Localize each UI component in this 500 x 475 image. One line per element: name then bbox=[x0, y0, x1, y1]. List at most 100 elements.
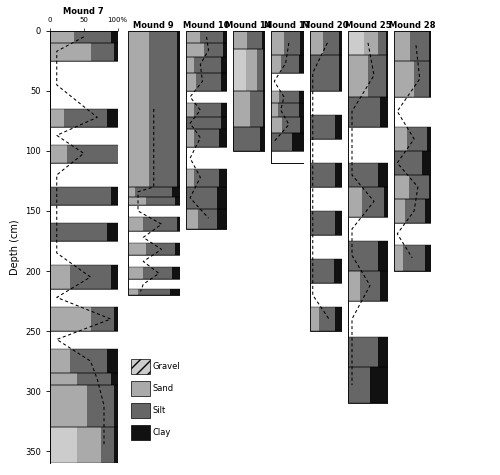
Bar bbox=[172, 187, 180, 197]
Bar bbox=[50, 187, 111, 205]
Bar bbox=[178, 31, 180, 187]
Bar bbox=[221, 57, 227, 73]
Bar bbox=[196, 73, 221, 91]
Bar bbox=[138, 289, 170, 295]
Bar bbox=[128, 187, 136, 197]
Bar bbox=[310, 187, 342, 211]
Bar bbox=[114, 385, 117, 427]
Bar bbox=[348, 217, 388, 241]
Bar bbox=[194, 129, 219, 147]
Bar bbox=[170, 289, 180, 295]
Bar bbox=[100, 427, 114, 463]
Bar bbox=[108, 223, 118, 241]
Bar bbox=[186, 91, 227, 103]
Bar bbox=[132, 403, 150, 418]
Bar bbox=[128, 217, 144, 231]
Bar bbox=[394, 31, 431, 271]
Bar bbox=[219, 169, 227, 187]
Bar bbox=[348, 241, 378, 271]
Bar bbox=[378, 337, 388, 367]
Bar bbox=[128, 279, 180, 289]
Bar bbox=[310, 139, 342, 163]
Bar bbox=[132, 381, 150, 396]
Bar bbox=[336, 115, 342, 139]
Bar bbox=[223, 43, 227, 57]
Bar bbox=[50, 331, 117, 349]
Bar bbox=[50, 163, 117, 187]
Bar bbox=[144, 217, 178, 231]
Bar bbox=[221, 73, 227, 91]
Bar bbox=[310, 31, 342, 331]
Title: Mound 10: Mound 10 bbox=[183, 21, 230, 30]
Bar bbox=[136, 187, 172, 197]
Bar bbox=[426, 199, 431, 223]
Bar bbox=[70, 349, 108, 373]
Bar bbox=[282, 117, 300, 133]
Bar bbox=[128, 289, 138, 295]
Bar bbox=[271, 151, 304, 163]
Bar bbox=[348, 337, 378, 367]
Bar bbox=[284, 31, 300, 55]
Bar bbox=[279, 91, 298, 103]
Bar bbox=[378, 163, 388, 187]
Bar bbox=[132, 359, 150, 374]
Bar bbox=[217, 209, 227, 229]
Bar bbox=[194, 57, 221, 73]
Bar bbox=[186, 31, 200, 43]
Bar bbox=[186, 169, 194, 187]
Bar bbox=[394, 245, 403, 271]
Bar bbox=[298, 103, 304, 117]
Bar bbox=[198, 209, 217, 229]
Bar bbox=[232, 91, 250, 127]
Title: Mound 14: Mound 14 bbox=[226, 21, 272, 30]
Bar bbox=[264, 91, 265, 127]
Bar bbox=[111, 31, 117, 43]
Bar bbox=[380, 97, 388, 127]
Bar bbox=[271, 55, 281, 73]
Bar bbox=[175, 197, 180, 205]
Bar bbox=[108, 349, 118, 373]
Bar bbox=[50, 307, 90, 331]
Bar bbox=[186, 129, 194, 147]
Bar bbox=[262, 31, 265, 49]
Bar bbox=[50, 289, 117, 307]
Bar bbox=[348, 31, 388, 403]
Bar bbox=[310, 31, 322, 55]
Bar bbox=[217, 187, 227, 209]
Bar bbox=[50, 109, 64, 127]
Bar bbox=[322, 31, 339, 55]
Bar bbox=[429, 61, 431, 97]
Bar bbox=[50, 61, 117, 109]
Bar bbox=[403, 245, 425, 271]
Bar bbox=[204, 43, 223, 57]
Bar bbox=[50, 241, 117, 265]
Bar bbox=[219, 129, 227, 147]
Bar bbox=[394, 223, 431, 245]
Bar bbox=[334, 259, 342, 283]
Title: Mound 25: Mound 25 bbox=[344, 21, 392, 30]
Bar bbox=[128, 31, 180, 295]
Bar bbox=[405, 199, 425, 223]
Bar bbox=[50, 145, 67, 163]
Bar bbox=[50, 265, 70, 289]
Bar bbox=[186, 43, 204, 57]
Bar bbox=[348, 127, 388, 163]
Title: Mound 7: Mound 7 bbox=[64, 8, 104, 17]
Text: Clay: Clay bbox=[153, 428, 171, 437]
Bar bbox=[394, 97, 431, 127]
Bar bbox=[264, 49, 265, 91]
Bar bbox=[348, 31, 364, 55]
Bar bbox=[360, 271, 380, 301]
Bar bbox=[128, 267, 144, 279]
Bar bbox=[232, 127, 260, 151]
Bar bbox=[114, 307, 117, 331]
Bar bbox=[362, 187, 384, 217]
Bar bbox=[186, 57, 194, 73]
Y-axis label: Depth (cm): Depth (cm) bbox=[10, 219, 20, 275]
Bar bbox=[148, 31, 178, 187]
Bar bbox=[87, 385, 114, 427]
Bar bbox=[380, 271, 388, 301]
Bar bbox=[50, 427, 77, 463]
Text: Silt: Silt bbox=[153, 406, 166, 415]
Bar bbox=[348, 97, 380, 127]
